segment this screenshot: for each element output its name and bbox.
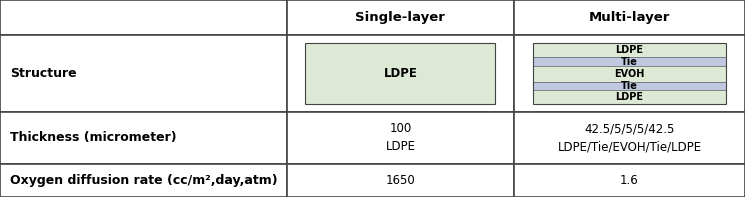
Text: LDPE: LDPE xyxy=(384,67,417,80)
Bar xyxy=(287,0,514,35)
Text: Multi-layer: Multi-layer xyxy=(589,11,670,24)
Bar xyxy=(533,43,726,104)
Text: Tie: Tie xyxy=(621,81,638,91)
Bar xyxy=(533,90,726,104)
Text: 42.5/5/5/5/42.5
LDPE/Tie/EVOH/Tie/LDPE: 42.5/5/5/5/42.5 LDPE/Tie/EVOH/Tie/LDPE xyxy=(557,122,702,153)
Bar xyxy=(0,112,287,164)
Bar xyxy=(287,112,514,164)
Text: LDPE: LDPE xyxy=(615,45,644,55)
Bar xyxy=(0,0,287,35)
Bar xyxy=(287,35,514,112)
Text: EVOH: EVOH xyxy=(615,69,644,79)
Bar xyxy=(0,164,287,197)
Bar xyxy=(533,82,726,90)
Bar xyxy=(514,112,745,164)
Bar xyxy=(0,35,287,112)
Text: Structure: Structure xyxy=(10,67,76,80)
Text: 100
LDPE: 100 LDPE xyxy=(385,122,416,153)
Text: Single-layer: Single-layer xyxy=(355,11,446,24)
Text: Thickness (micrometer): Thickness (micrometer) xyxy=(10,131,177,144)
Bar xyxy=(287,164,514,197)
Text: LDPE: LDPE xyxy=(615,92,644,102)
Bar xyxy=(533,43,726,57)
Bar xyxy=(514,35,745,112)
Text: Oxygen diffusion rate (cc/m²,day,atm): Oxygen diffusion rate (cc/m²,day,atm) xyxy=(10,174,277,187)
Text: Tie: Tie xyxy=(621,57,638,67)
Bar xyxy=(514,164,745,197)
Bar xyxy=(533,82,726,90)
Bar xyxy=(533,57,726,66)
Bar xyxy=(305,43,495,104)
Text: 1650: 1650 xyxy=(386,174,415,187)
Bar xyxy=(514,0,745,35)
Bar xyxy=(533,57,726,66)
Bar xyxy=(533,66,726,82)
Text: 1.6: 1.6 xyxy=(620,174,639,187)
